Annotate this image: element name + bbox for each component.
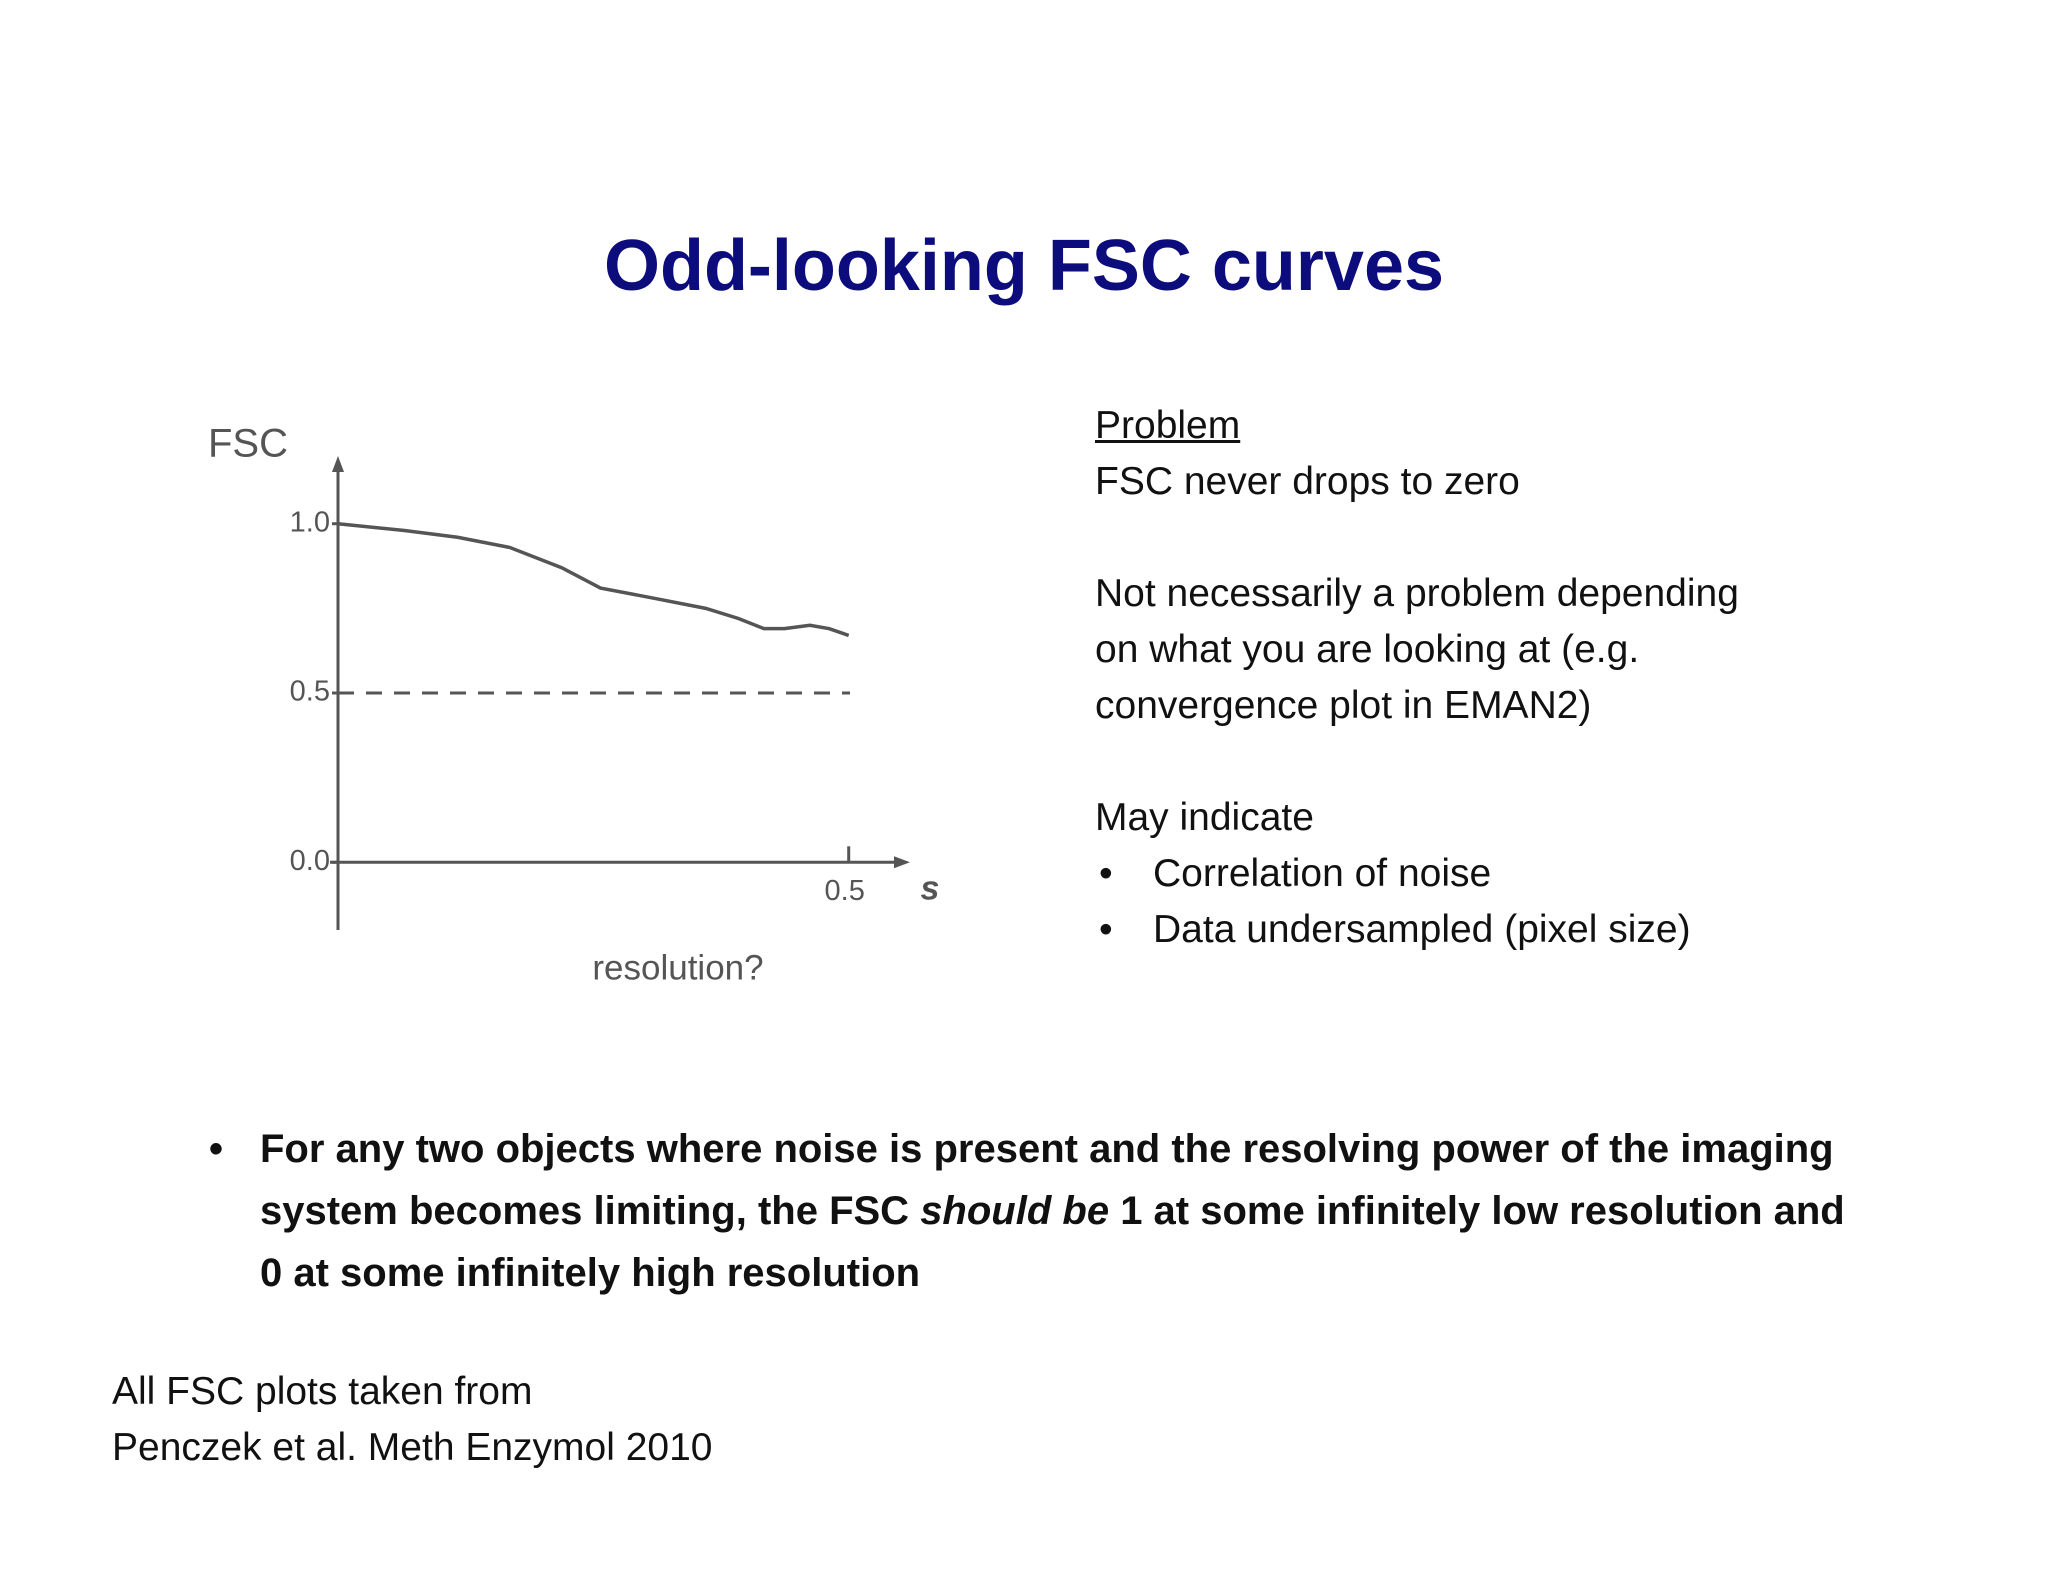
note-text: Not necessarily a problem depending <box>1095 572 1739 615</box>
x-axis-label: resolution? <box>592 949 763 988</box>
spacer <box>1095 734 1739 790</box>
statement-text: For any two objects where noise is prese… <box>260 1127 1834 1233</box>
y-tick-label: 1.0 <box>290 506 330 538</box>
spacer <box>1095 510 1739 566</box>
bullet: • <box>209 1127 224 1171</box>
slide-title: Odd-looking FSC curves <box>603 226 1445 306</box>
bullet: • <box>1099 852 1113 895</box>
x-axis-symbol: s <box>921 869 940 907</box>
problem-heading: Problem <box>1095 404 1241 447</box>
bullet-text: Data undersampled (pixel size) <box>1153 908 1691 951</box>
note-text: convergence plot in EMAN2) <box>1095 684 1592 727</box>
chart: FSC 1.0 0.5 0.0 0.5 s resolution? <box>208 422 940 988</box>
y-axis-arrow <box>332 456 344 472</box>
x-axis-arrow <box>894 856 910 869</box>
fsc-curve <box>337 521 850 638</box>
statement-text: 1 at some infinitely low resolution and … <box>260 1189 1845 1295</box>
bullet: • <box>1099 908 1113 951</box>
statement-emphasis: should be <box>920 1189 1110 1233</box>
y-tick-label: 0.0 <box>290 845 330 877</box>
text-column: Problem FSC never drops to zero Not necess… <box>1095 398 1739 958</box>
bullet-item: • Correlation of noise <box>1095 846 1739 902</box>
x-tick-label: 0.5 <box>825 875 865 907</box>
problem-text: FSC never drops to zero <box>1095 460 1520 503</box>
footer-text: All FSC plots taken from <box>112 1370 533 1413</box>
note-text: on what you are looking at (e.g. <box>1095 628 1640 671</box>
y-axis-label: FSC <box>208 422 288 466</box>
statement: • For any two objects where noise is pre… <box>209 1118 1849 1304</box>
footer: All FSC plots taken from Penczek et al. M… <box>112 1364 712 1476</box>
bullet-text: Correlation of noise <box>1153 852 1492 895</box>
indications-heading: May indicate <box>1095 796 1314 839</box>
bullet-item: • Data undersampled (pixel size) <box>1095 902 1739 958</box>
footer-text: Penczek et al. Meth Enzymol 2010 <box>112 1426 713 1469</box>
y-tick-label: 0.5 <box>290 676 330 708</box>
